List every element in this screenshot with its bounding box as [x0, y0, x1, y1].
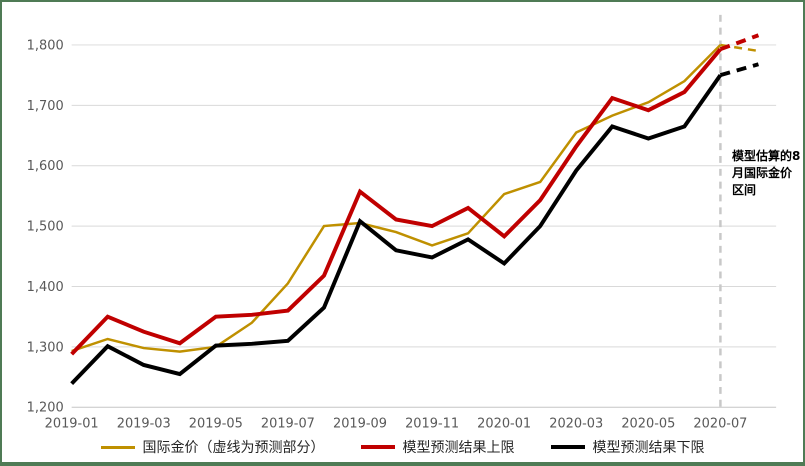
- x-axis-tick-label: 2020-05: [621, 416, 675, 431]
- x-axis-tick-label: 2020-07: [693, 416, 747, 431]
- upper-bound-line-swatch: [360, 445, 395, 449]
- legend-label-gold-price: 国际金价（虚线为预测部分）: [142, 440, 325, 456]
- legend-label-lower-bound: 模型预测结果下限: [592, 440, 705, 456]
- x-axis-tick-label: 2019-01: [45, 416, 99, 431]
- series-forecast-dashed-2: [719, 62, 759, 78]
- x-axis-tick-label: 2019-09: [333, 416, 387, 431]
- legend-label-upper-bound: 模型预测结果上限: [402, 440, 515, 456]
- chart-legend: 国际金价（虚线为预测部分） 模型预测结果上限 模型预测结果下限: [2, 437, 803, 457]
- x-axis-tick-label: 2019-11: [405, 416, 459, 431]
- lower-bound-line-swatch: [550, 445, 585, 449]
- x-axis-tick-label: 2020-03: [549, 416, 603, 431]
- series-line-2: [70, 74, 723, 385]
- forecast-range-annotation: 模型估算的8 月国际金价 区间: [732, 149, 801, 198]
- gold-price-line-swatch: [100, 445, 135, 449]
- x-axis-tick-label: 2019-03: [117, 416, 171, 431]
- series-forecast-dashed-1: [719, 33, 760, 52]
- series-line-1: [70, 47, 722, 356]
- legend-item-upper-bound: 模型预测结果上限: [360, 437, 515, 457]
- y-axis-tick-label: 1,600: [27, 159, 64, 174]
- legend-item-gold-price: 国际金价（虚线为预测部分）: [100, 437, 325, 457]
- x-axis-tick-label: 2019-07: [261, 416, 315, 431]
- y-axis-tick-label: 1,800: [27, 38, 64, 53]
- y-axis-tick-label: 1,500: [27, 220, 64, 235]
- y-axis-tick-label: 1,700: [27, 99, 64, 114]
- y-axis-tick-label: 1,400: [27, 280, 64, 295]
- x-axis-tick-label: 2019-05: [189, 416, 243, 431]
- legend-item-lower-bound: 模型预测结果下限: [550, 437, 705, 457]
- y-axis-tick-label: 1,300: [27, 340, 64, 355]
- x-axis-tick-label: 2020-01: [477, 416, 531, 431]
- series-line-0: [71, 44, 722, 353]
- y-axis-tick-label: 1,200: [27, 401, 64, 416]
